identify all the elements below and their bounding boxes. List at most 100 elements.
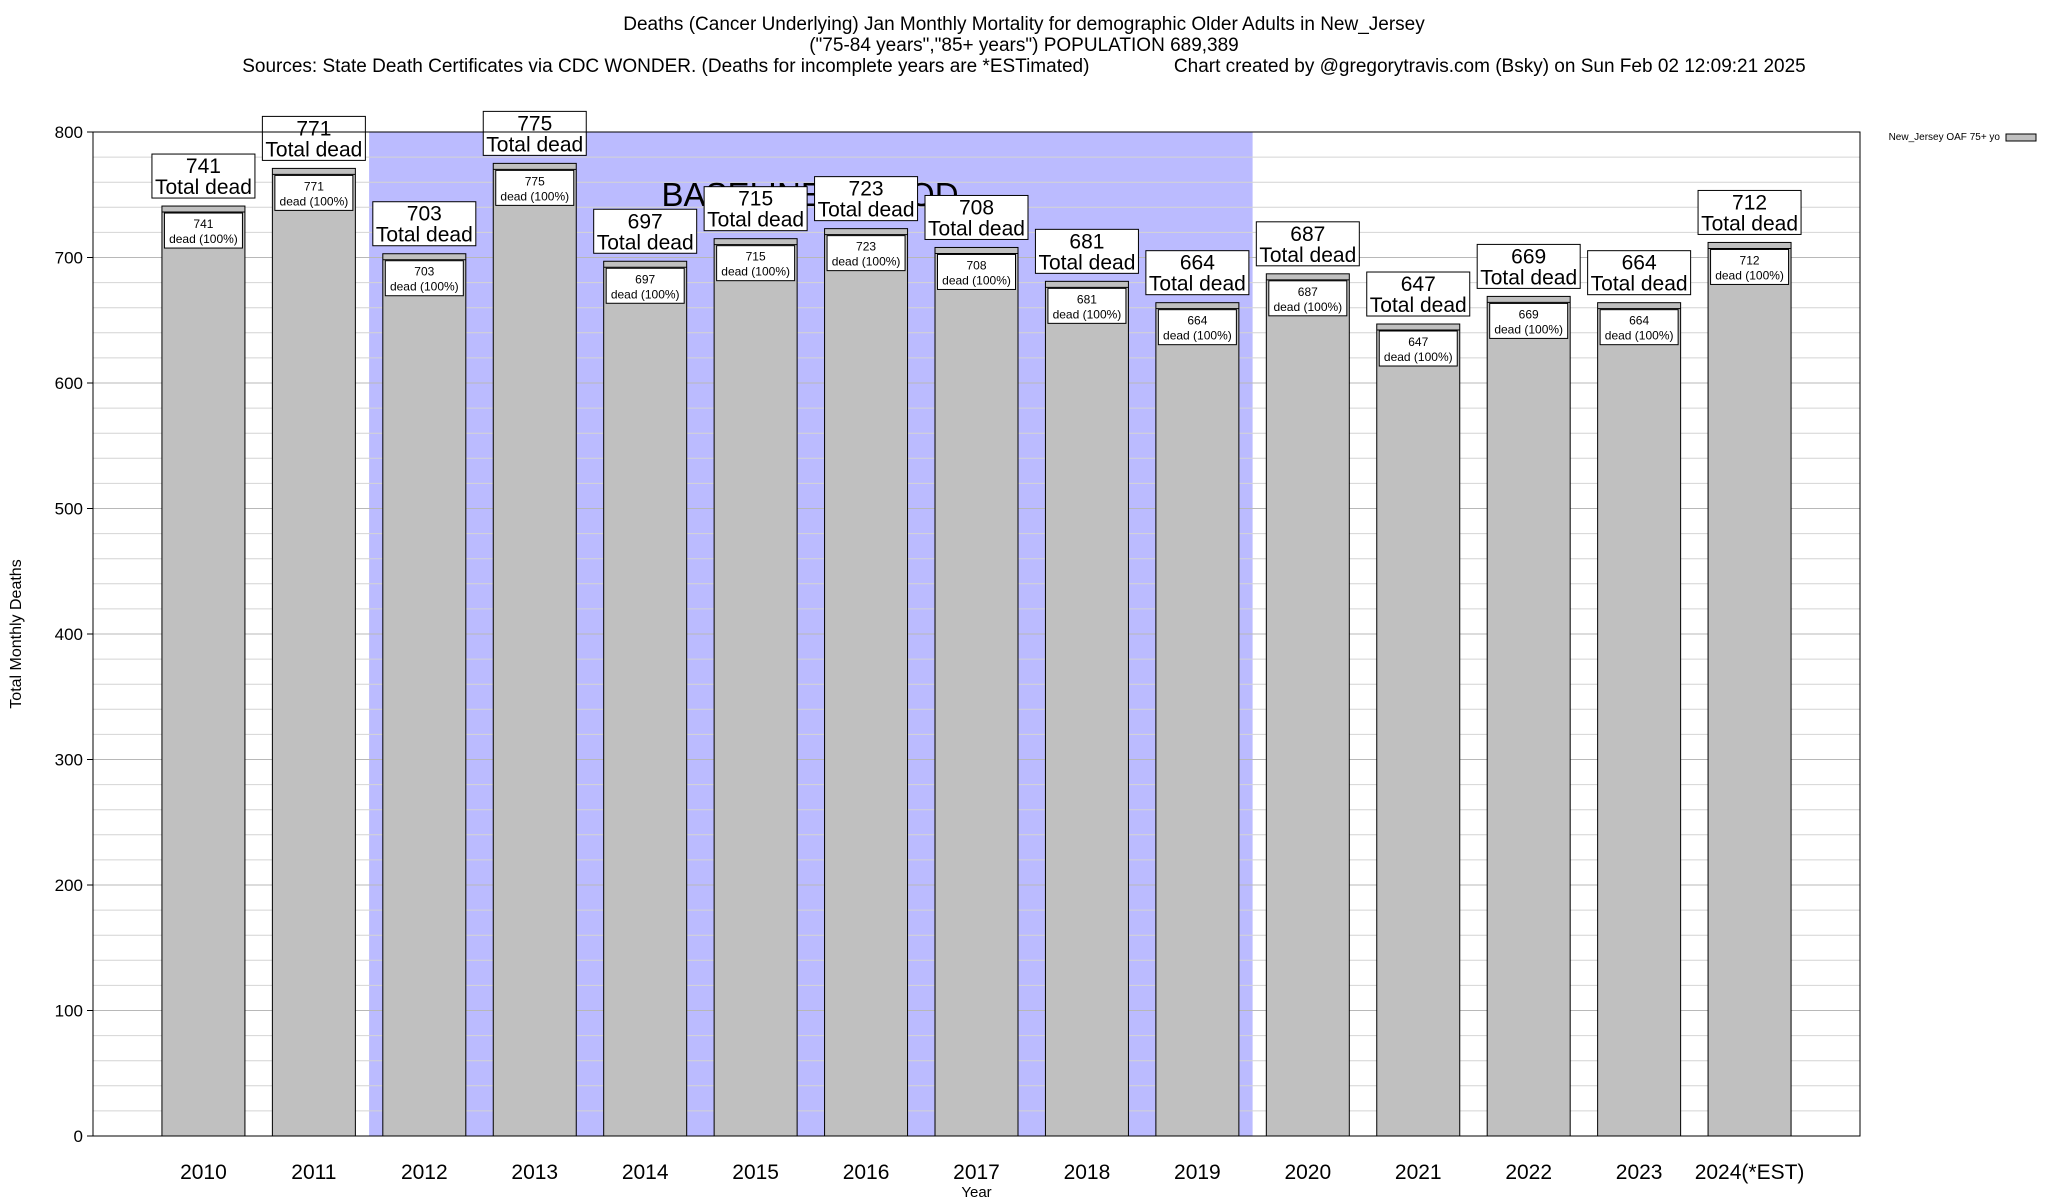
bar-inner-label-box bbox=[274, 174, 354, 211]
bar-total-label: Total dead bbox=[1370, 294, 1467, 317]
bar-inner-label: dead (100%) bbox=[832, 255, 901, 269]
x-tick-label: 2017 bbox=[953, 1161, 1000, 1184]
y-axis-title: Total Monthly Deaths bbox=[8, 559, 25, 708]
bar bbox=[1044, 280, 1129, 1137]
bar-total-label: Total dead bbox=[707, 209, 804, 232]
x-tick-label: 2012 bbox=[401, 1161, 448, 1184]
bar bbox=[1597, 302, 1682, 1137]
bar-total-label-box bbox=[261, 115, 366, 161]
bar-inner-value: 664 bbox=[1187, 314, 1207, 328]
bar-inner-value: 647 bbox=[1408, 335, 1428, 349]
bar-total-label: Total dead bbox=[1259, 244, 1356, 267]
bar bbox=[934, 246, 1019, 1137]
bar-total-label-box bbox=[1697, 189, 1802, 235]
x-tick-label: 2013 bbox=[511, 1161, 558, 1184]
x-tick-label: 2024(*EST) bbox=[1695, 1161, 1805, 1184]
y-tick-label: 400 bbox=[55, 625, 83, 644]
x-tick-label: 2011 bbox=[291, 1161, 336, 1184]
bar-inner-label: dead (100%) bbox=[1053, 307, 1122, 321]
bar bbox=[1707, 241, 1792, 1137]
x-tick-label: 2015 bbox=[732, 1161, 779, 1184]
bar-total-label-box bbox=[1476, 243, 1581, 289]
bar-inner-value: 775 bbox=[525, 174, 545, 188]
chart-credit: Chart created by @gregorytravis.com (Bsk… bbox=[1173, 56, 1806, 77]
bar-total-label-box bbox=[924, 194, 1029, 240]
bar-total-label-box bbox=[593, 208, 698, 254]
chart-sources-line: Sources: State Death Certificates via CD… bbox=[0, 56, 2048, 77]
bar-inner-label-box bbox=[716, 245, 796, 282]
bar-inner-label-box bbox=[1157, 309, 1237, 346]
bar-inner-label-box bbox=[1378, 330, 1458, 367]
x-tick-label: 2020 bbox=[1284, 1161, 1331, 1184]
bar-total-value: 723 bbox=[849, 178, 884, 201]
bar-total-value: 681 bbox=[1069, 230, 1104, 253]
bar-total-value: 697 bbox=[628, 210, 663, 233]
bar-inner-label: dead (100%) bbox=[942, 273, 1011, 287]
bar-total-value: 741 bbox=[186, 155, 221, 178]
bar-total-label-box bbox=[1034, 228, 1139, 274]
y-tick-label: 100 bbox=[55, 1002, 83, 1021]
bar-inner-label: dead (100%) bbox=[169, 232, 238, 246]
x-tick-label: 2021 bbox=[1395, 1161, 1442, 1184]
bar-inner-label-box bbox=[495, 169, 575, 206]
bar bbox=[1155, 302, 1240, 1137]
bar-inner-label: dead (100%) bbox=[1273, 300, 1342, 314]
bar-inner-value: 712 bbox=[1740, 253, 1760, 267]
bar-inner-label: dead (100%) bbox=[1605, 329, 1674, 343]
y-tick-label: 800 bbox=[55, 123, 83, 142]
bar-total-label-box bbox=[1145, 250, 1250, 296]
bar-total-value: 664 bbox=[1622, 252, 1657, 275]
bar-total-label: Total dead bbox=[597, 231, 694, 254]
bar-total-value: 771 bbox=[296, 117, 331, 140]
bar-inner-label: dead (100%) bbox=[1494, 322, 1563, 336]
bar-total-value: 669 bbox=[1511, 245, 1546, 268]
chart-sources: Sources: State Death Certificates via CD… bbox=[242, 56, 1090, 77]
bar-total-label-box bbox=[814, 176, 919, 222]
x-tick-label: 2010 bbox=[180, 1161, 227, 1184]
x-tick-label: 2014 bbox=[622, 1161, 669, 1184]
bar-inner-label-box bbox=[1268, 280, 1348, 317]
bar bbox=[382, 253, 467, 1137]
bar-inner-value: 681 bbox=[1077, 292, 1097, 306]
bar bbox=[1486, 295, 1571, 1137]
x-tick-label: 2019 bbox=[1174, 1161, 1221, 1184]
bar-total-label-box bbox=[372, 201, 477, 247]
bar-total-value: 712 bbox=[1732, 191, 1767, 214]
legend-label: New_Jersey OAF 75+ yo bbox=[1889, 132, 2001, 143]
bar-total-label: Total dead bbox=[1591, 273, 1688, 296]
bar bbox=[492, 162, 577, 1137]
bar-total-label: Total dead bbox=[1038, 251, 1135, 274]
x-tick-label: 2022 bbox=[1505, 1161, 1552, 1184]
bar-total-value: 775 bbox=[517, 112, 552, 135]
chart-header: Deaths (Cancer Underlying) Jan Monthly M… bbox=[0, 14, 2048, 77]
bar bbox=[824, 228, 909, 1137]
bar-total-label-box bbox=[482, 110, 587, 156]
bar-total-label: Total dead bbox=[1149, 273, 1246, 296]
y-tick-label: 500 bbox=[55, 500, 83, 519]
bar-inner-value: 723 bbox=[856, 240, 876, 254]
bar-total-label-box bbox=[1366, 271, 1471, 317]
bar-inner-value: 703 bbox=[414, 265, 434, 279]
x-tick-label: 2023 bbox=[1616, 1161, 1663, 1184]
bar-inner-value: 669 bbox=[1519, 307, 1539, 321]
bar-inner-label: dead (100%) bbox=[611, 287, 680, 301]
y-tick-label: 600 bbox=[55, 374, 83, 393]
bar-inner-label: dead (100%) bbox=[1384, 350, 1453, 364]
plot-frame bbox=[92, 131, 1861, 1137]
bar-inner-label: dead (100%) bbox=[280, 194, 349, 208]
bar-total-label: Total dead bbox=[1480, 266, 1577, 289]
bar-total-value: 715 bbox=[738, 188, 773, 211]
bar-total-label-box bbox=[1587, 250, 1692, 296]
bar-inner-label: dead (100%) bbox=[390, 280, 459, 294]
bar-inner-label: dead (100%) bbox=[721, 265, 790, 279]
y-tick-label: 0 bbox=[74, 1127, 83, 1146]
bar-inner-label: dead (100%) bbox=[1163, 329, 1232, 343]
y-tick-label: 300 bbox=[55, 751, 83, 770]
bar-total-label: Total dead bbox=[376, 224, 473, 247]
legend-swatch bbox=[2005, 133, 2037, 142]
y-tick-label: 200 bbox=[55, 876, 83, 895]
bar-inner-value: 664 bbox=[1629, 314, 1649, 328]
bar bbox=[161, 205, 246, 1137]
bar-inner-value: 771 bbox=[304, 179, 324, 193]
